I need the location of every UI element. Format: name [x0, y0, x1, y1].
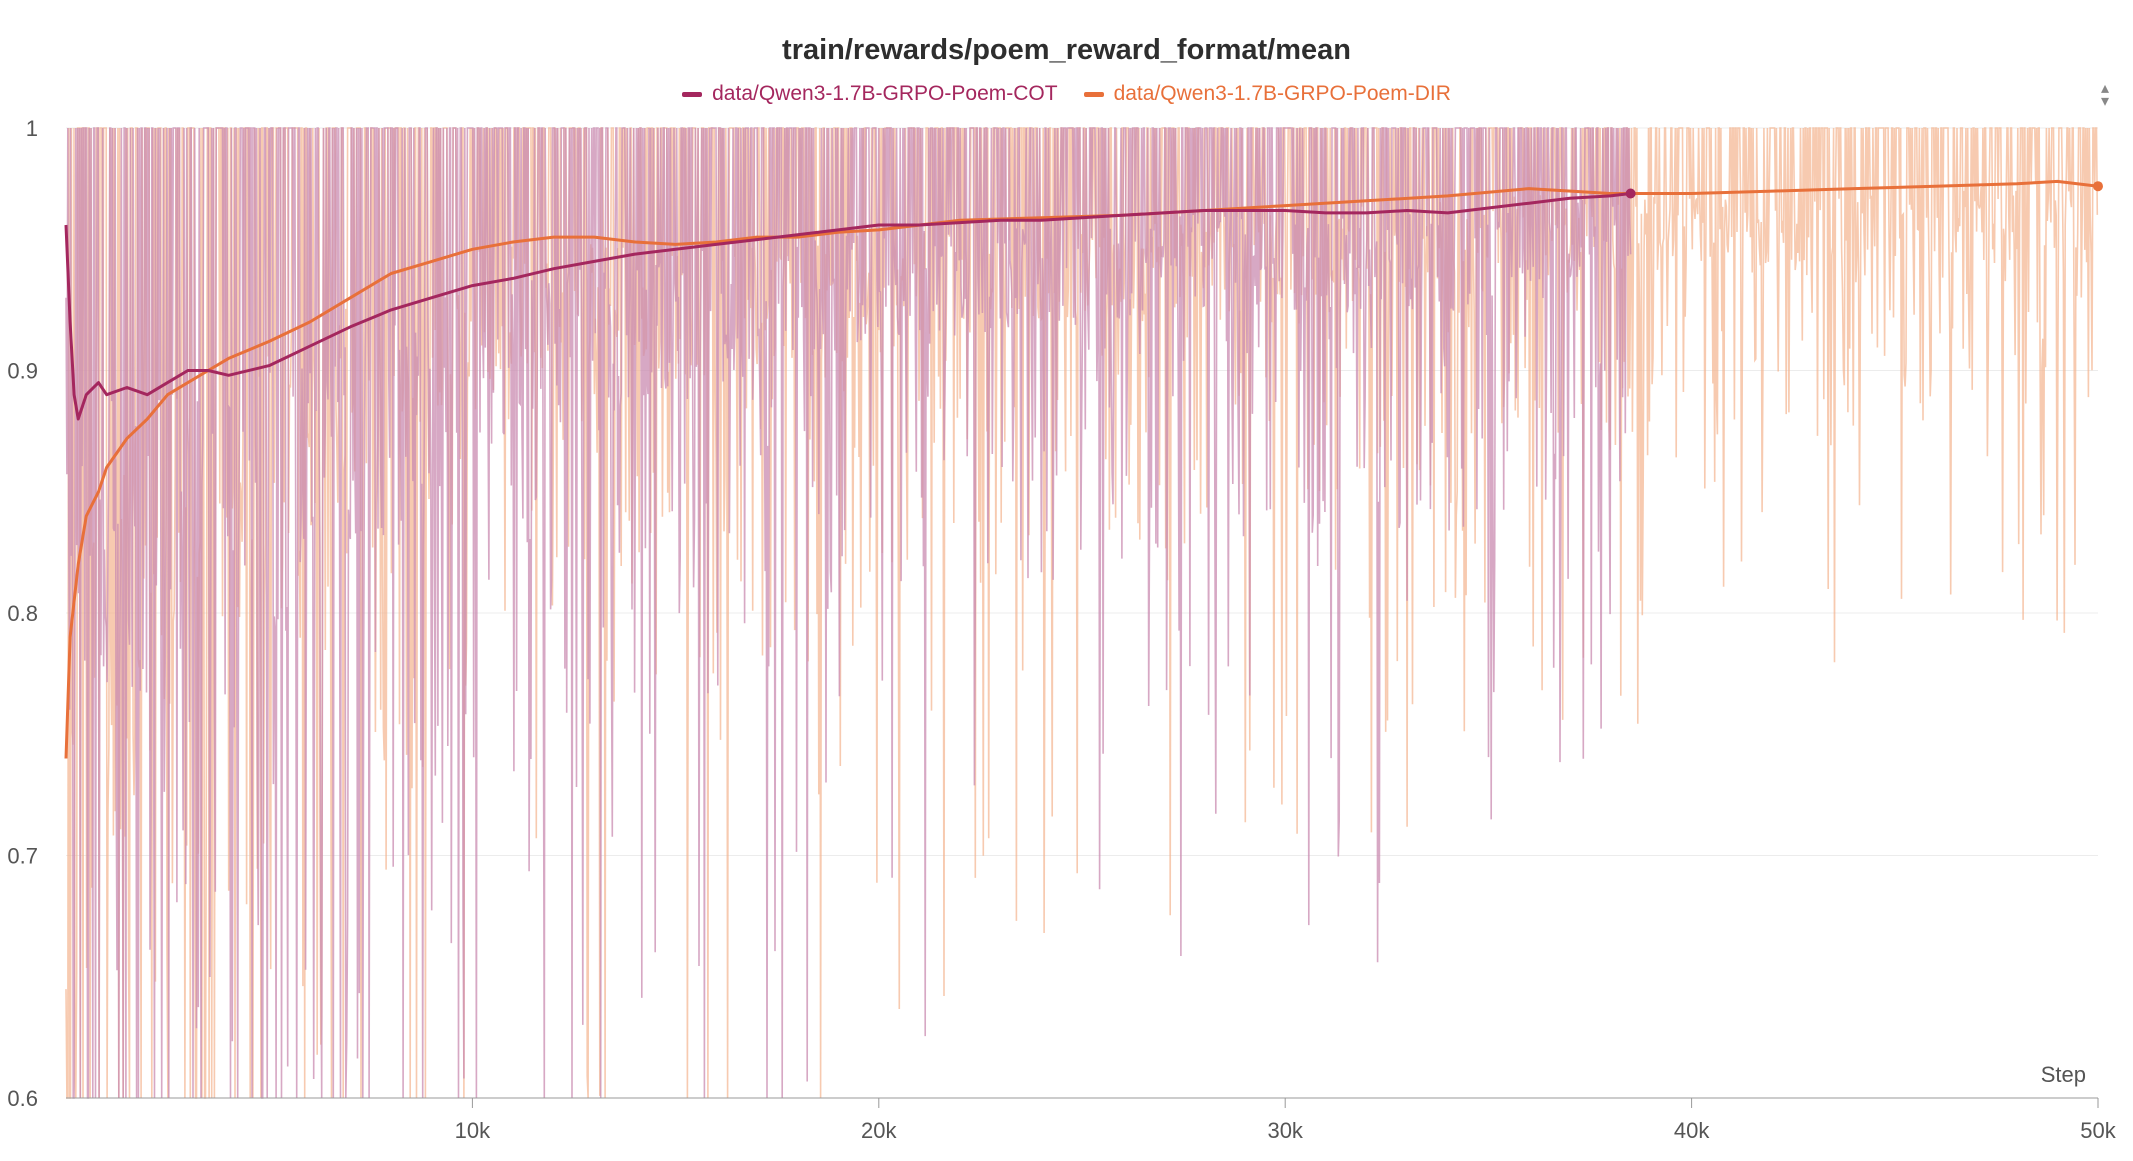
- series-end-point-dir: [2093, 181, 2103, 192]
- raw-traces: [65, 127, 2099, 1099]
- legend-label-cot: data/Qwen3-1.7B-GRPO-Poem-COT: [712, 82, 1058, 105]
- legend-scroll-icon[interactable]: ▴ ▾: [2100, 80, 2110, 110]
- axes: 0.6 0.7 0.8 0.9 1 10k 20k 30k 40k 50k Step: [7, 116, 2116, 1143]
- x-axis-title: Step: [2041, 1062, 2086, 1087]
- x-tick-label: 20k: [861, 1118, 897, 1143]
- legend: data/Qwen3-1.7B-GRPO-Poem-COT data/Qwen3…: [0, 82, 2133, 106]
- series-end-point-cot: [1625, 188, 1636, 199]
- x-tick-label: 50k: [2080, 1118, 2116, 1143]
- y-tick-label: 1: [26, 116, 38, 141]
- raw-trace-cot: [65, 127, 1632, 1099]
- x-tick-label: 40k: [1674, 1118, 1710, 1143]
- x-tick-label: 10k: [455, 1118, 491, 1143]
- y-tick-label: 0.7: [7, 844, 38, 869]
- chart-title: train/rewards/poem_reward_format/mean: [782, 34, 1351, 66]
- legend-label-dir: data/Qwen3-1.7B-GRPO-Poem-DIR: [1113, 82, 1451, 105]
- x-tick-label: 30k: [1267, 1118, 1303, 1143]
- series-lines: [64, 179, 2103, 759]
- legend-item-cot[interactable]: data/Qwen3-1.7B-GRPO-Poem-COT: [682, 82, 1058, 106]
- y-tick-label: 0.8: [7, 601, 38, 626]
- y-tick-label: 0.6: [7, 1086, 38, 1111]
- y-tick-label: 0.9: [7, 359, 38, 384]
- legend-item-dir[interactable]: data/Qwen3-1.7B-GRPO-Poem-DIR: [1083, 82, 1451, 106]
- series-line-dir: [64, 179, 2099, 759]
- legend-swatch-cot: [682, 91, 703, 97]
- legend-swatch-dir: [1083, 91, 1104, 97]
- series-line-cot: [64, 192, 1631, 421]
